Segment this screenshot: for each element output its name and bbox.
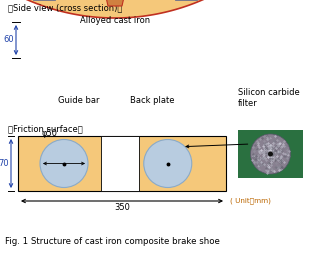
Bar [18, 136, 226, 191]
Text: 60: 60 [3, 36, 14, 44]
Bar [238, 130, 303, 178]
Text: 350: 350 [114, 203, 130, 212]
Circle shape [268, 151, 273, 156]
Text: φ50: φ50 [42, 129, 58, 137]
Polygon shape [104, 0, 126, 6]
Text: Back plate: Back plate [130, 96, 174, 105]
Circle shape [144, 139, 192, 187]
Text: 【Friction surface】: 【Friction surface】 [8, 124, 83, 133]
Circle shape [40, 139, 88, 187]
Text: 70: 70 [0, 159, 9, 168]
Text: Guide bar: Guide bar [58, 96, 100, 105]
Polygon shape [0, 0, 250, 18]
Text: ( Unit：mm): ( Unit：mm) [230, 198, 271, 204]
Text: Silicon carbide
filter: Silicon carbide filter [238, 88, 300, 108]
Text: 【Side view (cross section)】: 【Side view (cross section)】 [8, 3, 122, 12]
Text: Fig. 1 Structure of cast iron composite brake shoe: Fig. 1 Structure of cast iron composite … [5, 237, 220, 246]
Bar [101, 136, 139, 191]
Text: Alloyed cast iron: Alloyed cast iron [80, 16, 150, 25]
Circle shape [250, 134, 290, 174]
